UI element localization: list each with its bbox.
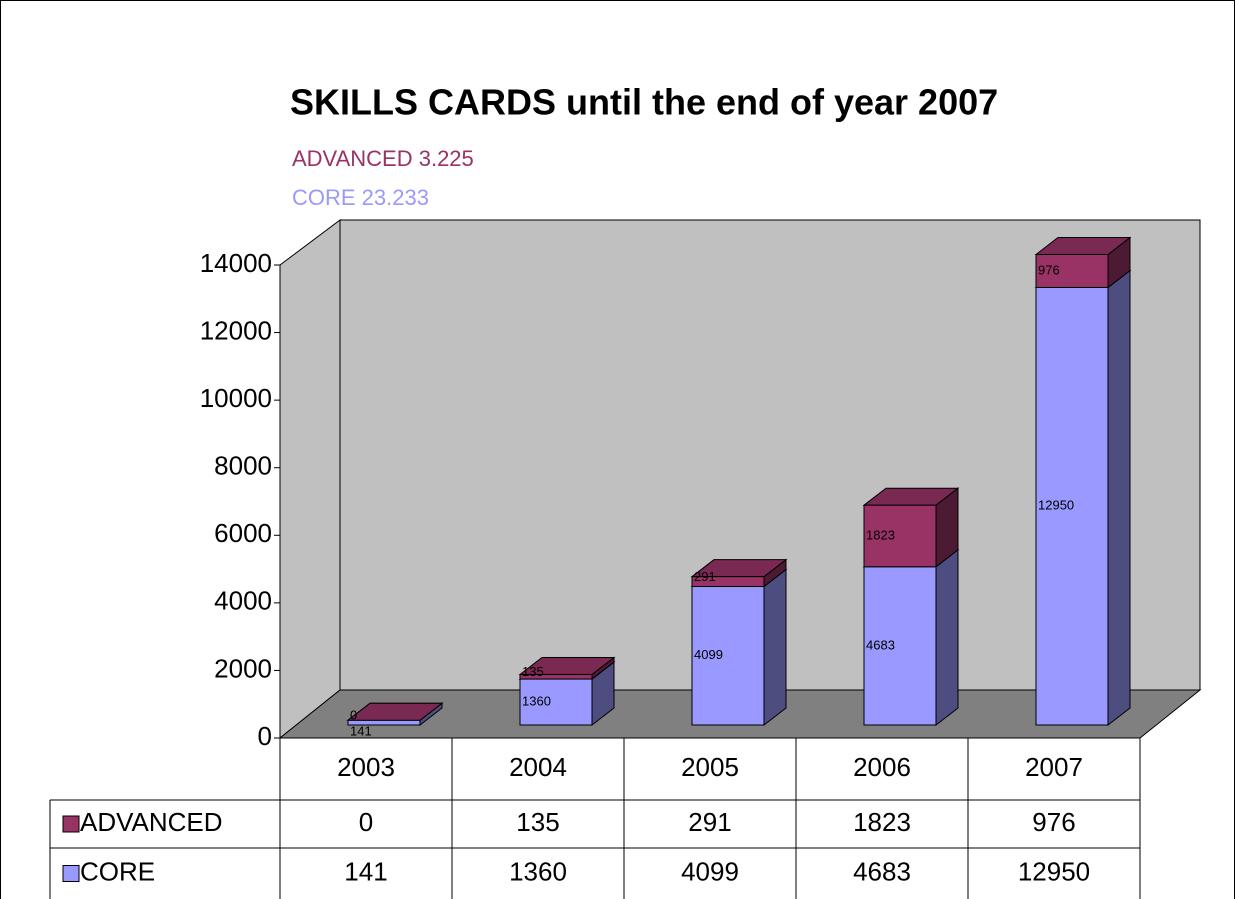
value-label: 135 xyxy=(522,664,544,679)
bar-front xyxy=(863,504,937,568)
value-label: 976 xyxy=(1038,262,1060,277)
legend-key xyxy=(62,815,80,833)
value-label: 1823 xyxy=(866,527,895,542)
y-tick-label: 8000 xyxy=(214,451,272,481)
table-cell: 141 xyxy=(344,856,387,886)
value-label: 4099 xyxy=(694,647,723,662)
bar-front xyxy=(863,566,937,726)
y-tick-label: 4000 xyxy=(214,586,272,616)
bar-side xyxy=(1107,269,1131,727)
bar-front xyxy=(691,576,765,588)
bar-top xyxy=(346,702,444,721)
bar-side xyxy=(935,548,959,727)
table-cell: 135 xyxy=(516,807,559,837)
subtitle: ADVANCED 3.225 xyxy=(292,146,474,171)
bar-front xyxy=(1035,254,1109,288)
chart-title: SKILLS CARDS until the end of year 2007 xyxy=(290,82,998,123)
bar-segment xyxy=(690,558,788,588)
value-label: 141 xyxy=(350,724,372,739)
bar-segment xyxy=(518,656,616,681)
table-cell: 12950 xyxy=(1018,856,1090,886)
table-row-label: CORE xyxy=(80,856,155,886)
table-header: 2005 xyxy=(681,752,739,782)
bar-front xyxy=(691,586,765,726)
y-tick-label: 6000 xyxy=(214,518,272,548)
table-cell: 1823 xyxy=(853,807,911,837)
table-cell: 0 xyxy=(359,807,373,837)
bar-side xyxy=(763,568,787,727)
legend-key xyxy=(62,865,80,882)
value-label: 291 xyxy=(694,569,716,584)
y-tick-label: 2000 xyxy=(214,653,272,683)
table-cell: 1360 xyxy=(509,856,567,886)
bar-front xyxy=(519,673,593,680)
table-header: 2003 xyxy=(337,752,395,782)
value-label: 1360 xyxy=(522,693,551,708)
side-wall xyxy=(279,219,341,740)
bar-segment xyxy=(862,487,960,568)
bar-front xyxy=(519,678,593,726)
y-tick-label: 12000 xyxy=(200,315,272,345)
table-header: 2007 xyxy=(1025,752,1083,782)
table-cell: 4099 xyxy=(681,856,739,886)
table-header: 2006 xyxy=(853,752,911,782)
y-tick-label: 0 xyxy=(258,721,272,751)
table-cell: 4683 xyxy=(853,856,911,886)
value-label: 4683 xyxy=(866,637,895,652)
y-tick-label: 14000 xyxy=(200,248,272,278)
bar-front xyxy=(1035,286,1109,726)
table-cell: 976 xyxy=(1032,807,1075,837)
bar-segment xyxy=(1034,236,1132,289)
value-label: 0 xyxy=(350,708,357,723)
y-tick-label: 10000 xyxy=(200,383,272,413)
table-header: 2004 xyxy=(509,752,567,782)
table-cell: 291 xyxy=(688,807,731,837)
value-label: 12950 xyxy=(1038,498,1074,513)
bar-segment xyxy=(346,702,444,721)
subtitle: CORE 23.233 xyxy=(292,185,429,210)
table-row-label: ADVANCED xyxy=(80,807,223,837)
